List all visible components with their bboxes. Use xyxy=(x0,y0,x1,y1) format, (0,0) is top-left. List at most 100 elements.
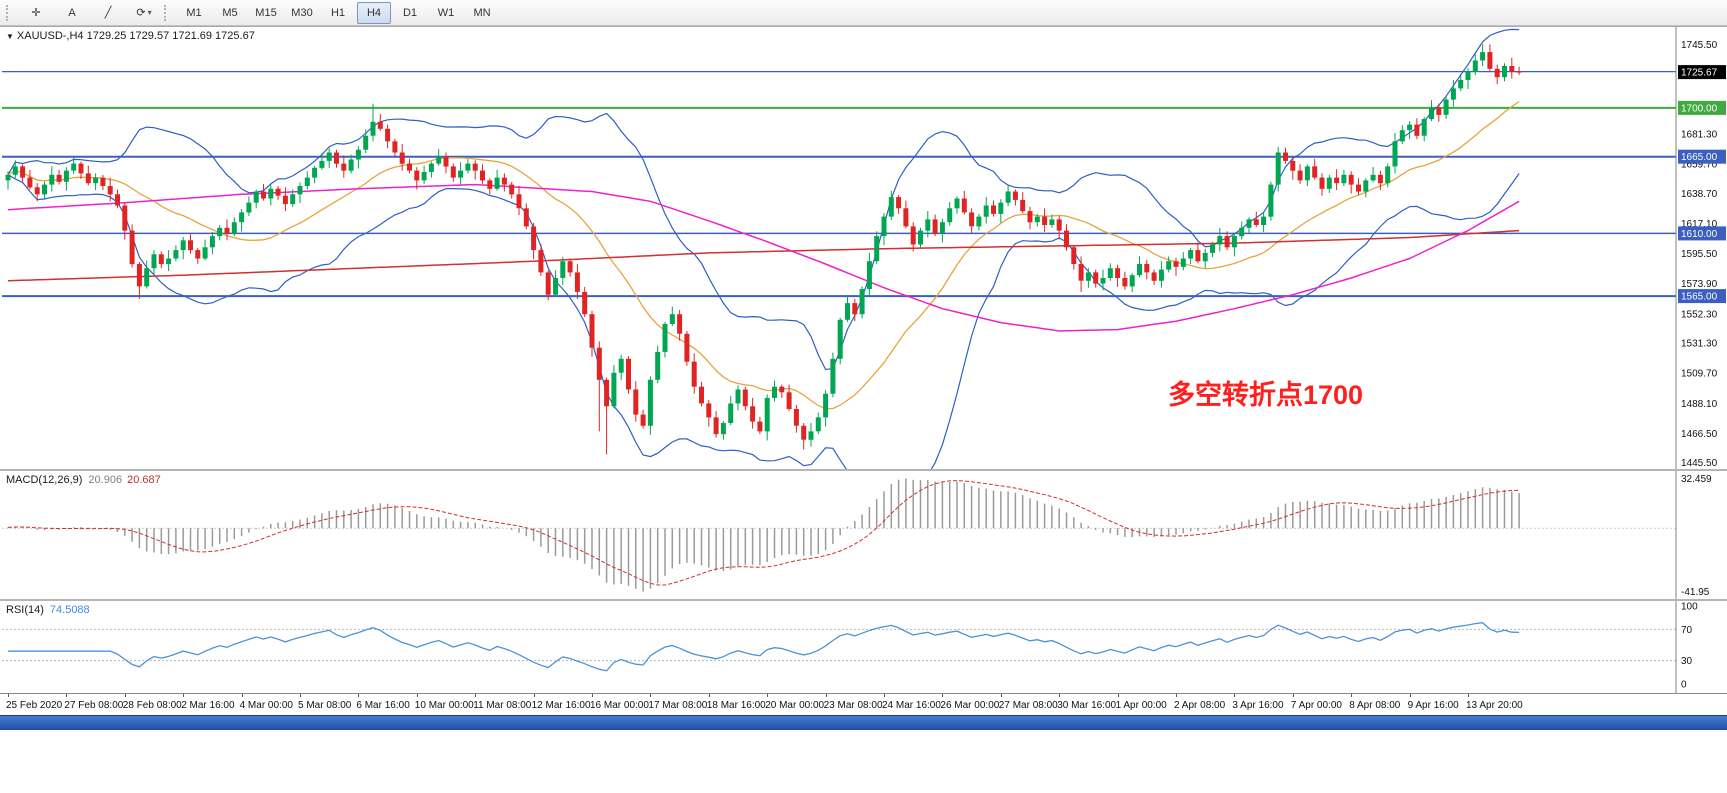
price-axis-label: 1573.90 xyxy=(1681,279,1718,290)
time-axis-tick xyxy=(1059,694,1061,697)
time-axis-label: 12 Mar 16:00 xyxy=(531,700,591,711)
price-tag-text: 1700.00 xyxy=(1681,103,1718,114)
timeframe-m30-button[interactable]: M30 xyxy=(291,6,313,19)
price-tag-text: 1725.67 xyxy=(1681,68,1718,79)
time-axis-label: 11 Mar 08:00 xyxy=(473,700,532,711)
rsi-axis-label: 0 xyxy=(1681,680,1687,691)
price-tag-1700.00 xyxy=(1678,100,1726,115)
time-axis-label: 24 Mar 16:00 xyxy=(882,700,941,711)
panel-divider-2[interactable] xyxy=(0,599,1727,601)
time-axis-label: 8 Apr 08:00 xyxy=(1349,700,1401,711)
time-axis-tick xyxy=(241,694,243,697)
time-axis-label: 20 Mar 00:00 xyxy=(765,700,825,711)
price-axis-label: 1659.70 xyxy=(1681,160,1718,171)
timeframe-h1-button[interactable]: H1 xyxy=(330,6,346,19)
time-axis-tick xyxy=(942,694,944,697)
timeframe-w1-button[interactable]: W1 xyxy=(437,6,455,19)
time-axis[interactable]: 25 Feb 2020 27 Feb 08:00 28 Feb 08:00 2 Mar… xyxy=(0,693,1727,715)
macd-label: MACD(12,26,9) 20.906 20.687 xyxy=(6,474,161,486)
time-axis-tick xyxy=(1234,694,1236,697)
time-axis-tick xyxy=(650,694,652,697)
price-tag-text: 1665.00 xyxy=(1681,152,1718,163)
time-axis-label: 28 Feb 08:00 xyxy=(122,700,182,711)
ma-slow-magenta-line xyxy=(7,183,1520,332)
triangle-down-icon: ▼ xyxy=(6,32,14,41)
time-axis-label: 1 Apr 00:00 xyxy=(1115,700,1167,711)
time-axis-label: 7 Apr 00:00 xyxy=(1290,700,1342,711)
time-axis-tick xyxy=(1117,694,1119,697)
timeframe-m1-button[interactable]: M1 xyxy=(186,6,202,19)
rsi-canvas[interactable]: 100 70 30 0 xyxy=(0,601,1727,693)
toolbar-grip-2[interactable] xyxy=(164,4,170,21)
timeframe-m15-button[interactable]: M15 xyxy=(255,6,277,19)
time-axis-tick xyxy=(592,694,593,697)
line-studies-toolbar: ✛ A ╱ ⟳ ▾ xyxy=(18,2,162,24)
trendline-tool-button[interactable]: ╱ xyxy=(104,7,112,19)
time-axis-label: 2 Apr 08:00 xyxy=(1174,700,1226,711)
time-axis-label: 16 Mar 00:00 xyxy=(590,700,649,711)
toolbar-grip[interactable] xyxy=(6,4,12,21)
price-axis-label: 1595.50 xyxy=(1681,249,1718,260)
bottom-status-strip xyxy=(0,715,1727,730)
time-axis-label: 27 Feb 08:00 xyxy=(64,700,124,711)
time-axis-label: 26 Mar 00:00 xyxy=(940,700,1000,711)
time-axis-tick xyxy=(1000,694,1002,697)
time-axis-label: 27 Mar 08:00 xyxy=(998,700,1058,711)
cycle-lines-tool-button[interactable]: ⟳ ▾ xyxy=(136,7,152,19)
crosshair-tool-button[interactable]: ✛ xyxy=(31,7,41,19)
macd-axis-label: 32.459 xyxy=(1681,474,1712,485)
rsi-title: RSI(14) xyxy=(6,604,44,616)
chart-annotation: 多空转折点1700 xyxy=(1168,380,1364,410)
price-axis-label: 1488.10 xyxy=(1681,399,1718,410)
main-chart-panel[interactable]: 1745.50 1681.30 1659.70 1638.70 1617.10 1595.… xyxy=(0,27,1727,469)
time-axis-tick xyxy=(66,694,68,697)
macd-value-main: 20.906 xyxy=(88,474,123,486)
macd-axis-label: -41.95 xyxy=(1681,587,1710,598)
time-axis-label: 13 Apr 20:00 xyxy=(1466,700,1523,711)
time-axis-tick xyxy=(1292,694,1294,697)
timeframe-mn-button[interactable]: MN xyxy=(473,6,491,19)
rsi-axis-label: 30 xyxy=(1681,656,1693,667)
price-axis-label: 1445.50 xyxy=(1681,458,1718,469)
bollinger-lower-line xyxy=(7,173,1520,469)
timeframe-h4-button[interactable]: H4 xyxy=(357,1,391,24)
price-tag-1665.00 xyxy=(1678,149,1726,164)
price-axis-label: 1509.70 xyxy=(1681,369,1718,380)
time-axis-tick xyxy=(533,694,535,697)
rsi-label: RSI(14) 74.5088 xyxy=(6,604,90,616)
time-axis-label: 6 Mar 16:00 xyxy=(356,700,410,711)
time-axis-label: 10 Mar 00:00 xyxy=(414,700,474,711)
time-axis-label: 5 Mar 08:00 xyxy=(298,700,352,711)
price-tag-1725.67 xyxy=(1678,65,1726,80)
time-axis-tick xyxy=(825,694,827,697)
rsi-value: 74.5088 xyxy=(49,604,90,616)
macd-title: MACD(12,26,9) xyxy=(6,474,83,486)
chart-window: 1745.50 1681.30 1659.70 1638.70 1617.10 1595.… xyxy=(0,26,1727,715)
time-axis-tick xyxy=(475,694,477,697)
time-axis-label: 17 Mar 08:00 xyxy=(648,700,708,711)
panel-divider[interactable] xyxy=(0,469,1727,471)
time-axis-tick xyxy=(1351,694,1353,697)
macd-signal-line xyxy=(7,480,1520,586)
toolbar: ✛ A ╱ ⟳ ▾ M1 M5 M15 M30 H1 H4 D1 W1 MN xyxy=(0,0,1727,26)
macd-panel[interactable]: 32.459 -41.95 MACD(12,26,9) 20.906 20.687 xyxy=(0,471,1727,599)
time-axis-label: 25 Feb 2020 xyxy=(6,700,63,711)
timeframe-d1-button[interactable]: D1 xyxy=(402,6,418,19)
time-axis-tick xyxy=(300,694,301,697)
time-axis-tick xyxy=(1468,694,1469,697)
ma-fast-line xyxy=(7,100,1520,410)
main-chart-canvas[interactable]: 1745.50 1681.30 1659.70 1638.70 1617.10 1595.… xyxy=(0,27,1727,469)
time-axis-label: 18 Mar 16:00 xyxy=(706,700,766,711)
price-axis-label: 1638.70 xyxy=(1681,189,1718,200)
price-tag-1610.00 xyxy=(1678,226,1726,241)
text-tool-button[interactable]: A xyxy=(68,6,76,19)
dropdown-caret-icon[interactable]: ▾ xyxy=(147,8,152,17)
time-axis-tick xyxy=(124,694,126,697)
timeframe-m5-button[interactable]: M5 xyxy=(222,6,238,19)
time-axis-label: 3 Apr 16:00 xyxy=(1232,700,1284,711)
rsi-line xyxy=(8,622,1520,672)
rsi-panel[interactable]: 100 70 30 0 RSI(14) 74.5088 xyxy=(0,601,1727,693)
time-axis-label: 23 Mar 08:00 xyxy=(823,700,883,711)
price-tag-text: 1610.00 xyxy=(1681,229,1718,240)
macd-canvas[interactable]: 32.459 -41.95 xyxy=(0,471,1727,599)
